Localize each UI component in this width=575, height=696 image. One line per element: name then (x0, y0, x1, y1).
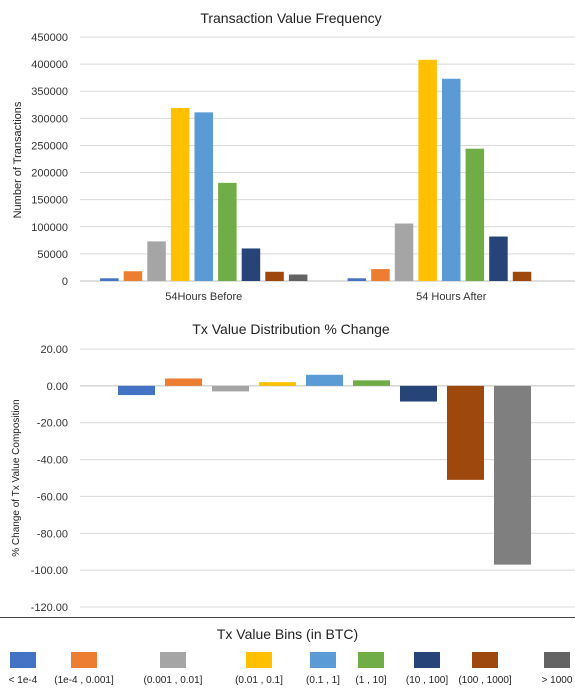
chart1-bar (265, 271, 284, 281)
chart1-bar (218, 182, 237, 281)
chart1-bar (241, 248, 261, 281)
chart1-bar (489, 236, 508, 281)
charts-canvas: Transaction Value Frequency Number of Tr… (11, 10, 575, 614)
chart1-bar (418, 59, 437, 282)
legend-item: (0.1 , 1] (273, 652, 373, 686)
chart2-bar (165, 378, 202, 386)
chart2-y-axis-label: % Change of Tx Value Composition (11, 399, 22, 557)
chart1-bar (123, 271, 143, 281)
legend-swatch (544, 652, 570, 668)
chart2-bar (400, 385, 437, 402)
chart2-bar (212, 385, 249, 392)
chart1-title: Transaction Value Frequency (200, 10, 381, 26)
chart1-bar (394, 223, 414, 281)
chart2-y-tick: -120.00 (31, 602, 68, 614)
chart1-bar (512, 271, 532, 281)
chart1-bar (100, 278, 119, 281)
chart2-labels: 20.00 0.00 -20.00 -40.00 -60.00 -80.00 -100.00… (31, 344, 68, 614)
chart1-y-tick: 250000 (31, 140, 68, 152)
chart1-y-tick: 50000 (37, 249, 68, 261)
legend-swatch (160, 652, 186, 668)
chart2-y-tick: 0.00 (47, 381, 68, 393)
legend-label: < 1e-4 (8, 675, 38, 686)
chart1-x-tick: 54 Hours After (416, 291, 487, 303)
legend: Tx Value Bins (in BTC) < 1e-4 (1e-4 , 0.0… (0, 617, 575, 696)
legend-item: < 1e-4 (0, 652, 73, 686)
legend-item: (0.01 , 0.1] (209, 652, 309, 686)
chart1-y-tick: 450000 (31, 32, 68, 44)
chart1-y-tick: 400000 (31, 59, 68, 71)
legend-label: (1e-4 , 0.001] (54, 675, 114, 686)
legend-item: (0.001 , 0.01] (123, 652, 223, 686)
legend-label: (0.1 , 1] (306, 675, 340, 686)
chart2-y-tick: -60.00 (37, 491, 68, 503)
legend-title: Tx Value Bins (in BTC) (216, 626, 359, 642)
chart2-bar (306, 374, 343, 386)
chart1-bar (147, 241, 166, 281)
legend-label: (1 , 10] (355, 675, 387, 686)
chart2-grid (80, 348, 575, 608)
legend-label: (10 , 100] (405, 675, 449, 686)
chart1-bar (288, 274, 308, 281)
chart1-y-tick: 0 (62, 276, 68, 288)
legend-swatch (71, 652, 97, 668)
chart2-y-tick: -100.00 (31, 565, 68, 577)
legend-swatch (472, 652, 498, 668)
chart1-y-tick: 200000 (31, 168, 68, 180)
chart1-bars (100, 59, 532, 282)
chart1-y-tick: 100000 (31, 222, 68, 234)
legend-item: (10 , 100] (377, 652, 477, 686)
chart2-bar (118, 385, 155, 396)
chart1-y-tick: 350000 (31, 86, 68, 98)
chart1-y-axis-label: Number of Transactions (12, 101, 24, 218)
legend-swatch (358, 652, 384, 668)
chart2-bars (118, 374, 531, 565)
legend-swatch (310, 652, 336, 668)
legend-swatch (246, 652, 272, 668)
chart2-title: Tx Value Distribution % Change (192, 321, 390, 337)
chart1-bar (170, 108, 190, 281)
legend-swatch (414, 652, 440, 668)
chart2-y-tick: -40.00 (37, 455, 68, 467)
chart2-bar (353, 380, 390, 386)
chart2-bar (447, 385, 484, 480)
legend-label: (0.001 , 0.01] (143, 675, 203, 686)
legend-item: (100 , 1000] (435, 652, 535, 686)
legend-swatch (10, 652, 36, 668)
chart1-bar (465, 148, 485, 281)
chart1-x-tick: 54Hours Before (165, 291, 242, 303)
chart2-y-tick: -80.00 (37, 528, 68, 540)
chart1-bar (442, 78, 461, 281)
chart2-y-tick: 20.00 (40, 344, 68, 356)
chart1-y-tick: 150000 (31, 195, 68, 207)
chart2-bar (259, 382, 296, 386)
chart2-y-tick: -20.00 (37, 418, 68, 430)
legend-item: (1 , 10] (321, 652, 421, 686)
chart1-labels: 0 50000 100000 150000 200000 250000 300000 3500… (31, 32, 486, 303)
chart2-bar (494, 385, 531, 565)
legend-label: > 1000 (541, 675, 573, 686)
chart1-bar (347, 278, 367, 281)
legend-item: > 1000 (507, 652, 575, 686)
chart1-bar (371, 269, 390, 281)
chart1-y-tick: 300000 (31, 113, 68, 125)
chart1-bar (194, 112, 213, 281)
legend-label: (100 , 1000] (458, 675, 512, 686)
legend-label: (0.01 , 0.1] (235, 675, 283, 686)
legend-item: (1e-4 , 0.001] (34, 652, 134, 686)
